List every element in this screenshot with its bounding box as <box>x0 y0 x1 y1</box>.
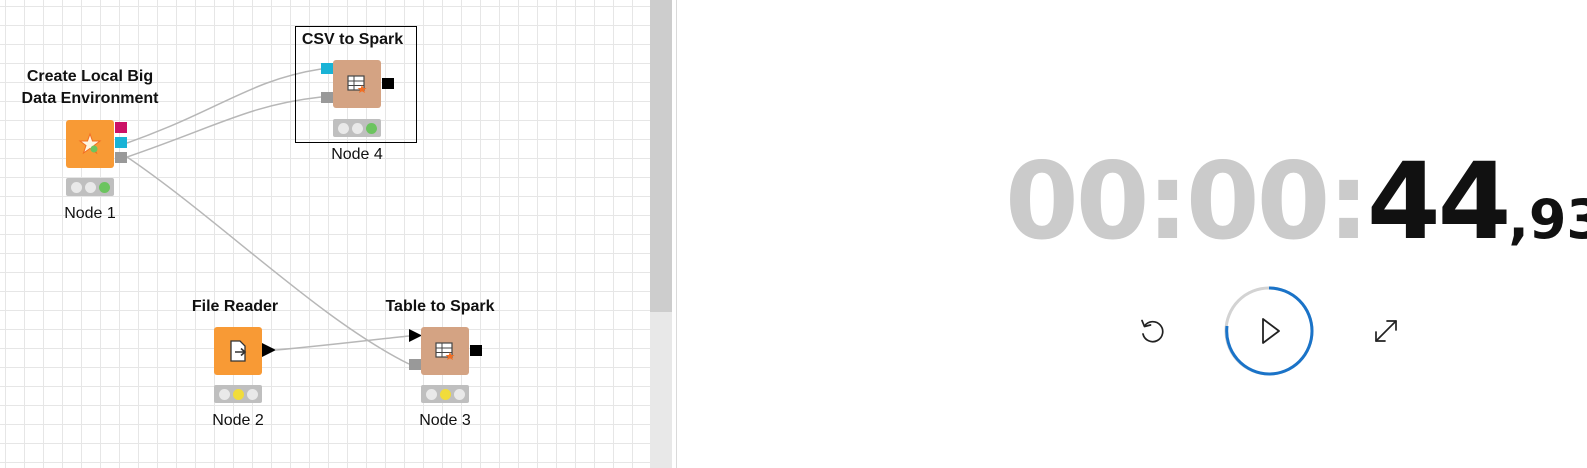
status-light-green <box>453 388 465 400</box>
status-light-red <box>70 181 82 193</box>
table-to-spark-icon[interactable] <box>421 327 469 375</box>
pane-divider[interactable] <box>676 0 677 468</box>
table-icon <box>435 342 455 360</box>
node-title: Create Local Big Data Environment <box>5 66 175 110</box>
node-title: Table to Spark <box>385 298 495 315</box>
time-hours-minutes: 00:00: <box>1005 140 1370 263</box>
status-light-green <box>365 122 377 134</box>
csv-to-spark-icon[interactable] <box>333 60 381 108</box>
output-port-gray[interactable] <box>115 152 127 163</box>
input-port-gray[interactable] <box>321 92 333 103</box>
output-port-cyan[interactable] <box>115 137 127 148</box>
status-light-red <box>218 388 230 400</box>
connection-node1-node4-cyan[interactable] <box>126 68 322 144</box>
status-light-red <box>425 388 437 400</box>
stopwatch-time-display: 00:00: 44 ,93 <box>1005 140 1587 263</box>
input-port-cyan[interactable] <box>321 63 333 74</box>
time-hundredths: ,93 <box>1508 188 1587 251</box>
time-seconds: 44 <box>1366 140 1512 263</box>
connection-node1-node4-gray[interactable] <box>126 96 322 158</box>
node-title: File Reader <box>191 298 279 315</box>
node-label[interactable]: Node 4 <box>331 146 383 163</box>
status-light-yellow <box>84 181 96 193</box>
output-port-triangle[interactable] <box>262 343 276 357</box>
output-port-spark[interactable] <box>382 78 394 89</box>
status-light-red <box>337 122 349 134</box>
input-port-gray[interactable] <box>409 359 421 370</box>
node-title-line-2: Data Environment <box>21 90 159 107</box>
expand-button[interactable] <box>1366 311 1406 351</box>
connection-node2-node3[interactable] <box>275 335 410 351</box>
input-port-triangle[interactable] <box>409 329 422 342</box>
play-button[interactable] <box>1223 285 1315 377</box>
selection-box <box>295 26 417 143</box>
node-label[interactable]: Node 3 <box>419 412 471 429</box>
workflow-canvas[interactable]: Create Local Big Data Environment Node 1… <box>0 0 650 468</box>
node-label[interactable]: Node 2 <box>212 412 264 429</box>
status-light-yellow <box>439 388 451 400</box>
status-light-green <box>98 181 110 193</box>
play-icon <box>1224 286 1314 376</box>
spark-node-icon[interactable] <box>66 120 114 168</box>
reset-icon <box>1141 319 1164 343</box>
output-port-spark[interactable] <box>470 345 482 356</box>
connection-node1-node3[interactable] <box>126 156 410 365</box>
reset-button[interactable] <box>1132 311 1172 351</box>
scrollbar-thumb[interactable] <box>650 0 672 312</box>
node-title-line-1: Create Local Big <box>26 68 154 85</box>
output-port-magenta[interactable] <box>115 122 127 133</box>
connections-layer <box>126 68 410 365</box>
expand-icon <box>1375 320 1397 342</box>
status-light-green <box>246 388 258 400</box>
status-lights <box>66 178 114 196</box>
status-lights <box>333 119 381 137</box>
node-title: CSV to Spark <box>301 31 404 48</box>
file-export-icon <box>230 340 247 362</box>
status-lights <box>214 385 262 403</box>
star-icon <box>78 132 102 155</box>
table-icon <box>347 75 367 93</box>
status-light-yellow <box>232 388 244 400</box>
status-light-yellow <box>351 122 363 134</box>
node-label[interactable]: Node 1 <box>64 205 116 222</box>
file-reader-icon[interactable] <box>214 327 262 375</box>
status-lights <box>421 385 469 403</box>
